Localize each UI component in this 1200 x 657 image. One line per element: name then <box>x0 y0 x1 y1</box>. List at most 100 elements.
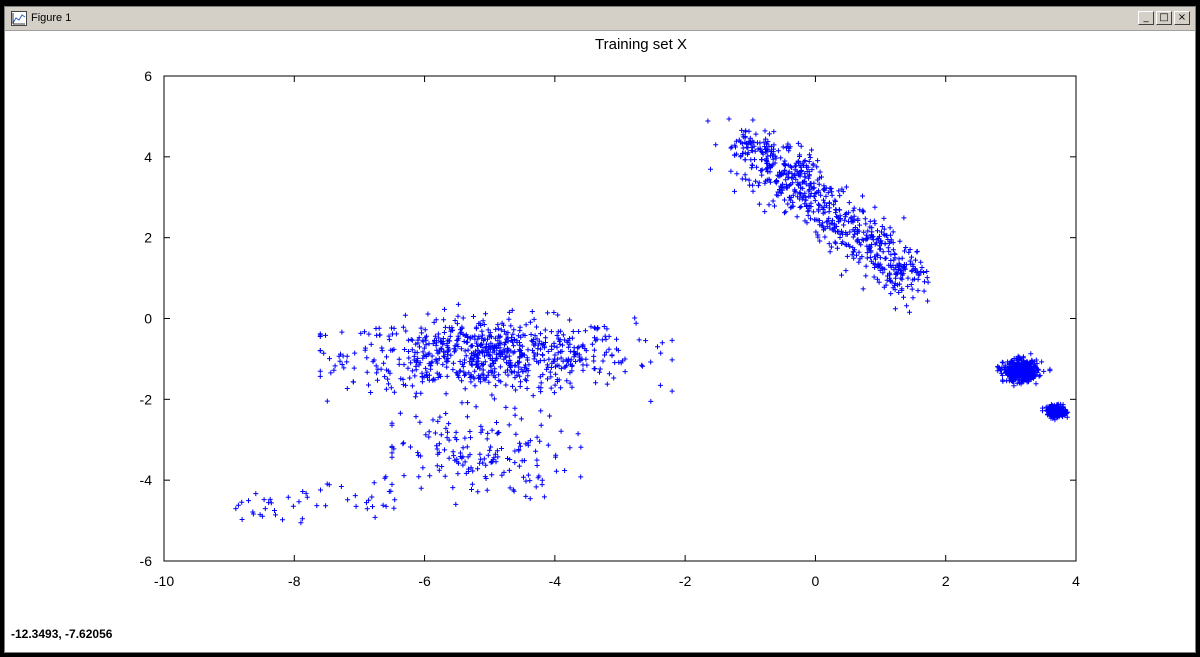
data-point <box>921 288 927 294</box>
data-point <box>817 169 823 175</box>
data-point <box>806 205 812 211</box>
data-point <box>1028 371 1034 377</box>
data-point <box>1006 362 1012 367</box>
data-point <box>490 457 496 463</box>
data-point <box>454 437 460 443</box>
data-point <box>513 431 519 437</box>
data-point <box>374 370 380 376</box>
data-point <box>759 172 765 178</box>
data-point <box>840 231 845 237</box>
data-point <box>622 369 628 375</box>
data-point <box>797 172 803 178</box>
data-point <box>905 275 911 281</box>
data-point <box>578 444 584 450</box>
data-point <box>448 328 454 334</box>
data-point <box>492 358 498 364</box>
x-tick-label: -2 <box>679 573 692 589</box>
data-point <box>465 339 471 345</box>
data-point <box>327 356 332 362</box>
data-point <box>413 414 419 420</box>
data-point <box>472 368 478 374</box>
data-point <box>1053 404 1059 410</box>
data-point <box>872 204 878 210</box>
data-point <box>806 188 812 194</box>
data-point <box>856 249 862 255</box>
data-point <box>567 341 573 347</box>
data-point <box>419 330 425 336</box>
data-point <box>576 329 582 334</box>
data-point <box>339 362 345 367</box>
data-point <box>464 444 470 450</box>
data-point <box>403 382 409 388</box>
data-point <box>578 474 584 480</box>
data-point <box>443 411 449 416</box>
data-point <box>564 339 570 345</box>
data-point <box>739 176 745 182</box>
data-point <box>819 204 825 210</box>
data-point <box>810 209 816 215</box>
data-point <box>833 210 839 216</box>
data-point <box>344 386 350 391</box>
data-point <box>525 368 531 374</box>
data-point <box>867 254 873 260</box>
data-point <box>878 246 883 252</box>
data-point <box>775 193 781 199</box>
data-point <box>477 375 483 380</box>
cursor-coordinates: -12.3493, -7.62056 <box>11 627 113 641</box>
data-point <box>786 183 792 189</box>
data-point <box>865 228 871 234</box>
data-point <box>875 253 881 259</box>
data-point <box>758 168 764 174</box>
data-point <box>506 309 512 315</box>
data-point <box>436 356 442 362</box>
data-point <box>522 376 528 382</box>
data-point <box>540 372 546 378</box>
data-point <box>567 348 573 354</box>
data-point <box>497 348 503 354</box>
data-point <box>740 151 745 156</box>
data-point <box>475 343 480 349</box>
data-point <box>763 157 769 163</box>
data-point <box>262 506 268 512</box>
data-point <box>502 340 508 346</box>
data-point <box>525 472 531 478</box>
data-point <box>517 328 523 334</box>
close-button[interactable]: × <box>1174 11 1190 25</box>
data-point <box>1027 367 1033 373</box>
data-point <box>552 382 558 388</box>
data-point <box>899 287 905 293</box>
data-point <box>426 434 432 440</box>
data-point <box>792 188 798 194</box>
data-point <box>744 141 749 146</box>
data-point <box>897 238 903 244</box>
data-point <box>429 359 435 365</box>
data-point <box>416 335 422 341</box>
data-point <box>810 161 816 167</box>
data-point <box>875 228 880 234</box>
data-point <box>784 185 790 191</box>
data-point <box>352 350 358 356</box>
data-point <box>481 322 487 327</box>
maximize-button[interactable]: □ <box>1156 11 1172 25</box>
data-point <box>539 482 545 488</box>
data-point <box>368 390 374 395</box>
data-point <box>888 232 893 238</box>
data-point <box>505 367 510 373</box>
data-point <box>1057 412 1062 418</box>
minimize-button[interactable]: _ <box>1138 11 1154 25</box>
data-point <box>567 445 573 451</box>
data-point <box>535 346 541 352</box>
scatter-chart[interactable]: Training set X -10 -8 -6 -4 -2 0 2 4 -6 -4 -2 0 2 4 6 <box>5 31 1195 621</box>
data-point <box>517 443 523 449</box>
plot-area[interactable]: Training set X -10 -8 -6 -4 -2 0 2 4 -6 -4 -2 0 2 4 6 <box>5 31 1195 626</box>
data-point <box>460 445 466 451</box>
y-tick-label: 0 <box>144 311 152 327</box>
data-point <box>504 348 510 354</box>
data-point <box>793 163 799 169</box>
data-point <box>925 298 931 304</box>
data-point <box>808 216 813 222</box>
data-point <box>517 348 523 354</box>
data-point <box>409 347 415 353</box>
data-point <box>428 366 434 372</box>
title-bar[interactable]: Figure 1 _ □ × <box>5 7 1195 31</box>
